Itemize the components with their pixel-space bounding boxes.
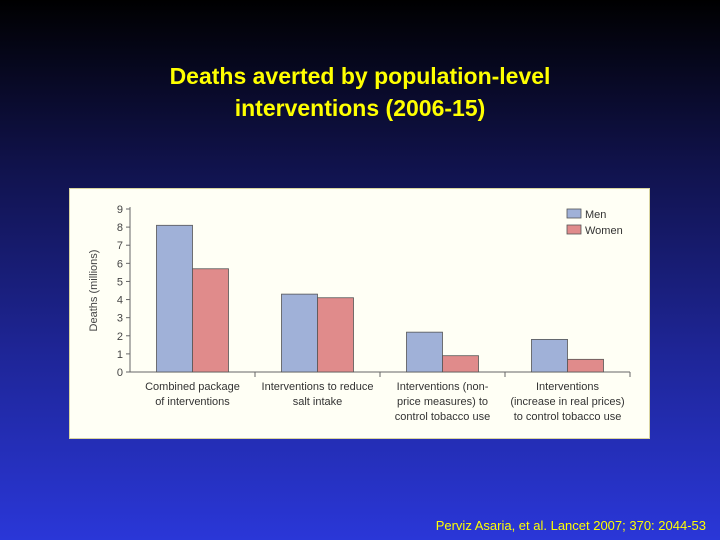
slide-title: Deaths averted by population-level inter… [60,60,660,124]
bar-women [567,358,604,373]
x-category-label: Combined package [145,381,240,393]
y-tick-label: 7 [117,240,123,252]
y-tick-label: 5 [117,276,123,288]
bar-chart: 0 1 2 3 4 5 6 7 8 9 Deaths (millions) Combined pack… [88,204,631,423]
slide-title-line-2: interventions (2006-15) [234,95,486,121]
bar-men [156,224,193,373]
y-tick-label: 4 [117,295,123,307]
y-tick-label: 8 [117,222,123,234]
x-category-label: salt intake [293,396,343,408]
y-tick-label: 2 [117,331,123,343]
bar-women [442,355,479,373]
x-category-label: of interventions [155,396,230,408]
y-tick-label: 1 [117,349,123,361]
y-tick-label: 6 [117,258,123,270]
x-category-label: (increase in real prices) [510,396,624,408]
legend-label-women: Women [585,225,623,237]
x-category-label: control tobacco use [395,411,490,423]
x-category-label: to control tobacco use [514,411,622,423]
bar-women [317,297,354,373]
legend-swatch-men [566,208,582,219]
chart-panel: 0 1 2 3 4 5 6 7 8 9 Deaths (millions) Combined pack… [69,188,650,439]
x-category-label: Interventions [536,381,599,393]
bar-women [192,268,229,373]
bar-men [406,331,443,373]
x-category-label: price measures) to [397,396,488,408]
y-tick-label: 9 [117,204,123,216]
y-tick-label: 3 [117,313,123,325]
legend-label-men: Men [585,209,606,221]
citation: Perviz Asaria, et al. Lancet 2007; 370: … [435,518,706,533]
bar-men [281,293,318,373]
slide-title-line-1: Deaths averted by population-level [169,63,551,89]
x-category-label: Interventions (non- [397,381,489,393]
y-axis-label: Deaths (millions) [88,250,100,332]
y-tick-label: 0 [117,367,123,379]
bar-men [531,338,568,373]
legend-swatch-women [566,224,582,235]
x-category-label: Interventions to reduce [262,381,374,393]
